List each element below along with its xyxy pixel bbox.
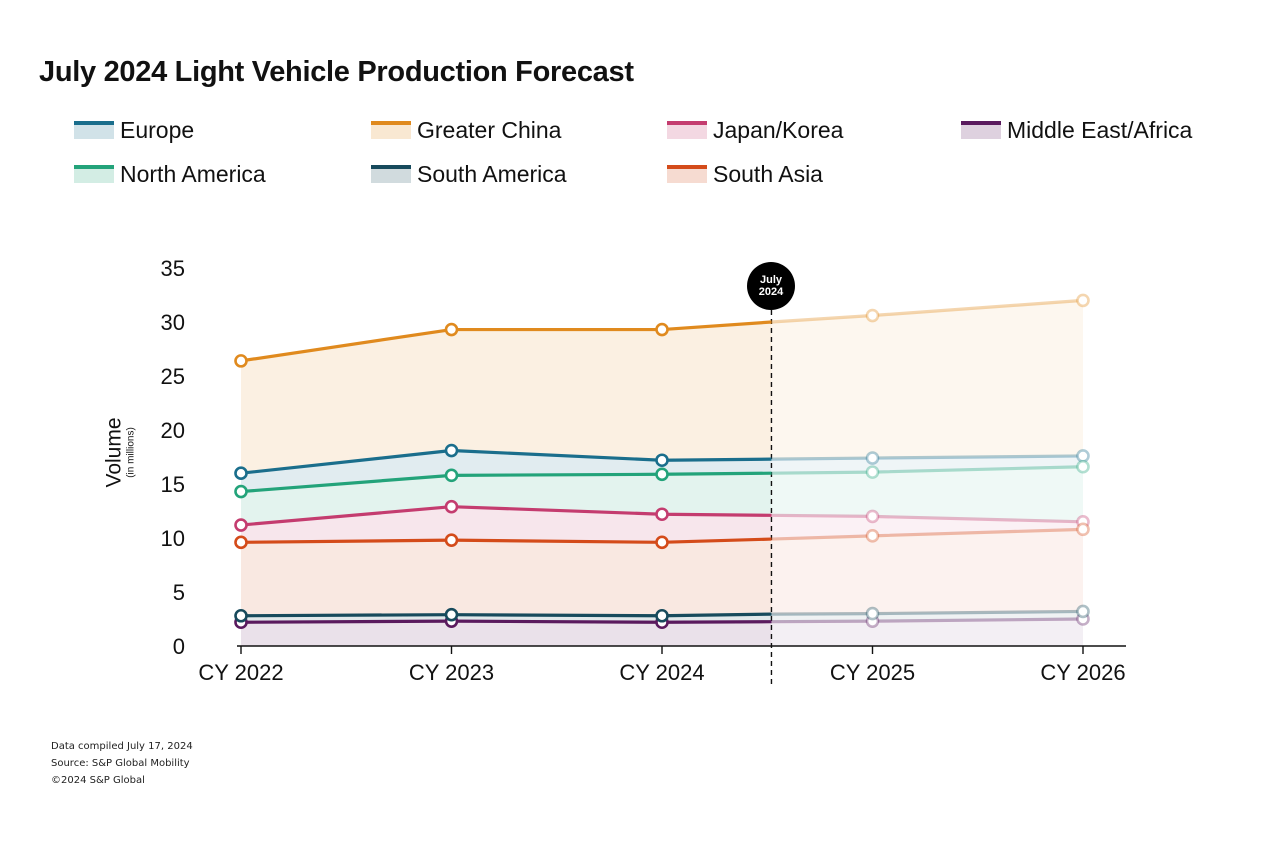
data-point-europe bbox=[234, 466, 248, 481]
forecast-marker-line2: 2024 bbox=[758, 286, 784, 298]
data-point-greater-china bbox=[234, 354, 248, 368]
data-point-south-america bbox=[234, 608, 248, 623]
data-point-europe bbox=[865, 451, 880, 465]
series-line-japan-korea bbox=[240, 505, 772, 527]
forecast-area-south-america bbox=[771, 611, 1083, 622]
y-tick-label: 25 bbox=[161, 364, 185, 389]
footnote-compiled: Data compiled July 17, 2024 bbox=[51, 741, 193, 752]
area-south-asia bbox=[241, 539, 772, 616]
data-point-south-asia bbox=[865, 529, 880, 543]
forecast-area-japan-korea bbox=[771, 515, 1083, 540]
x-tick-label: CY 2024 bbox=[619, 660, 704, 685]
data-point-japan-korea bbox=[655, 507, 669, 522]
forecast-area-south-asia bbox=[771, 529, 1083, 615]
legend-label: Europe bbox=[120, 116, 195, 143]
data-point-greater-china bbox=[444, 322, 459, 337]
legend-label: Japan/Korea bbox=[713, 116, 844, 143]
legend-swatch bbox=[667, 165, 707, 183]
legend-item-south-america: South America bbox=[371, 160, 567, 188]
data-point-north-america bbox=[444, 468, 459, 483]
data-point-south-america bbox=[1076, 604, 1090, 619]
legend-item-north-america: North America bbox=[74, 160, 266, 188]
data-point-south-america bbox=[655, 608, 669, 623]
legend-item-greater-china: Greater China bbox=[371, 116, 561, 144]
series-line-north-america bbox=[240, 471, 772, 494]
data-point-japan-korea bbox=[234, 518, 248, 532]
y-tick-label: 15 bbox=[161, 472, 185, 497]
data-point-south-asia bbox=[234, 535, 248, 550]
forecast-marker-line1: July bbox=[759, 274, 782, 286]
legend-item-south-asia: South Asia bbox=[667, 160, 823, 188]
data-point-greater-china bbox=[865, 308, 880, 323]
data-point-japan-korea bbox=[865, 509, 880, 524]
data-point-greater-china bbox=[1076, 293, 1090, 308]
data-point-europe bbox=[1076, 449, 1090, 463]
y-tick-label: 10 bbox=[161, 526, 185, 551]
legend-swatch bbox=[74, 165, 114, 183]
data-point-south-asia bbox=[444, 533, 459, 547]
data-point-japan-korea bbox=[444, 499, 459, 514]
data-point-north-america bbox=[865, 465, 880, 479]
data-point-north-america bbox=[234, 484, 248, 499]
legend-label: North America bbox=[120, 160, 266, 187]
legend-swatch bbox=[667, 121, 707, 139]
x-tick-label: CY 2025 bbox=[830, 660, 915, 685]
area-middle-east-africa bbox=[241, 621, 772, 646]
footnote-copyright: ©2024 S&P Global bbox=[51, 775, 145, 786]
series-line-greater-china bbox=[240, 320, 772, 363]
chart-title: July 2024 Light Vehicle Production Forec… bbox=[39, 56, 634, 88]
y-tick-label: 0 bbox=[173, 634, 185, 659]
y-tick-label: 20 bbox=[161, 418, 185, 443]
forecast-area-europe bbox=[771, 455, 1083, 474]
area-greater-china bbox=[241, 322, 772, 474]
data-point-greater-china bbox=[655, 322, 669, 337]
x-tick-label: CY 2022 bbox=[198, 660, 283, 685]
series-line-south-asia bbox=[240, 537, 772, 544]
footnote-source: Source: S&P Global Mobility bbox=[51, 758, 190, 769]
area-japan-korea bbox=[241, 506, 772, 543]
y-tick-label: 30 bbox=[161, 310, 185, 335]
forecast-marker-badge: July 2024 bbox=[747, 262, 795, 310]
data-point-south-asia bbox=[655, 535, 669, 550]
y-tick-label: 35 bbox=[161, 256, 185, 281]
data-point-south-america bbox=[865, 606, 880, 621]
legend-item-japan-korea: Japan/Korea bbox=[667, 116, 843, 144]
legend-swatch bbox=[371, 165, 411, 183]
x-tick-label: CY 2023 bbox=[409, 660, 494, 685]
forecast-area-middle-east-africa bbox=[771, 619, 1083, 646]
y-tick-label: 5 bbox=[173, 580, 185, 605]
data-point-north-america bbox=[655, 467, 669, 482]
legend-label: Middle East/Africa bbox=[1007, 116, 1193, 143]
series-line-europe bbox=[240, 448, 772, 475]
data-point-europe bbox=[444, 443, 459, 458]
x-tick-label: CY 2026 bbox=[1040, 660, 1125, 685]
data-point-south-asia bbox=[1076, 522, 1090, 537]
forecast-area-north-america bbox=[771, 466, 1083, 522]
legend-item-europe: Europe bbox=[74, 116, 194, 144]
legend-label: Greater China bbox=[417, 116, 562, 143]
legend-swatch bbox=[961, 121, 1001, 139]
legend-item-middle-east-africa: Middle East/Africa bbox=[961, 116, 1192, 144]
legend-swatch bbox=[371, 121, 411, 139]
legend-label: South America bbox=[417, 160, 567, 187]
legend-swatch bbox=[74, 121, 114, 139]
data-point-south-america bbox=[444, 607, 459, 622]
series-line-middle-east-africa bbox=[240, 619, 772, 624]
legend-label: South Asia bbox=[713, 160, 823, 187]
forecast-area-greater-china bbox=[771, 300, 1083, 460]
data-point-north-america bbox=[1076, 459, 1090, 474]
series-line-south-america bbox=[240, 612, 772, 618]
data-point-europe bbox=[655, 453, 669, 468]
